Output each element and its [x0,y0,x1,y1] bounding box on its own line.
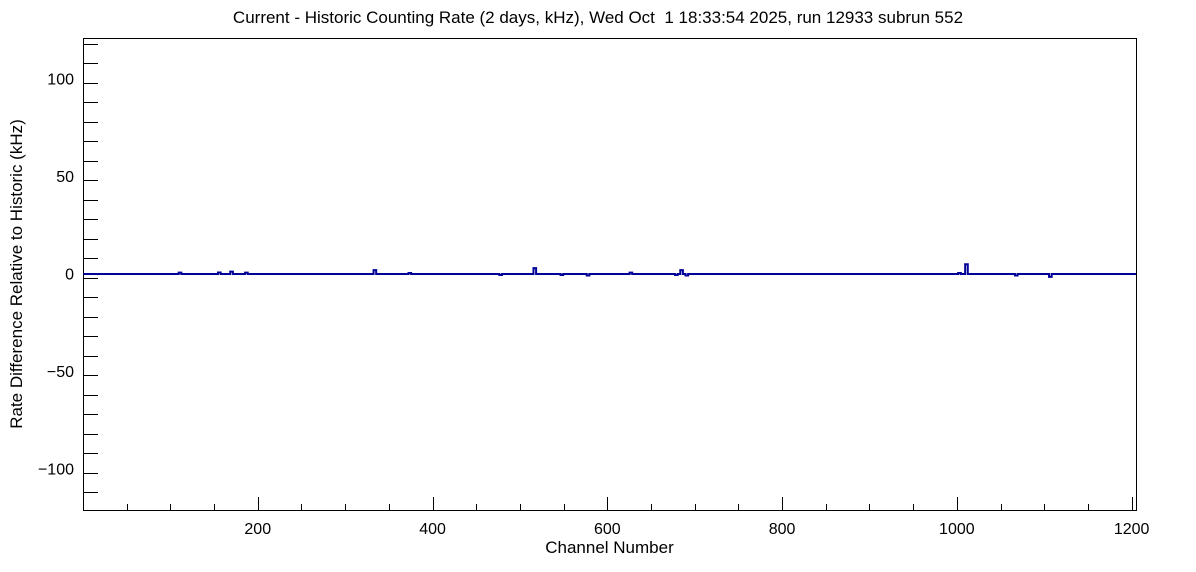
x-axis-title: Channel Number [545,538,674,557]
data-line-rate-difference-current-minus-historic [83,263,1136,278]
x-tick-label-1200: 1200 [1114,521,1150,538]
y-tick-label--100: −100 [38,462,74,479]
y-tick-label-100: 100 [47,71,74,88]
chart-title: Current - Historic Counting Rate (2 days… [232,8,964,27]
x-tick-label-400: 400 [419,521,446,538]
x-tick-label-1000: 1000 [939,521,975,538]
y-tick-label--50: −50 [47,364,74,381]
y-tick-label-0: 0 [65,267,74,284]
x-tick-label-600: 600 [594,521,621,538]
x-tick-label-800: 800 [769,521,796,538]
y-tick-label-50: 50 [56,169,74,186]
y-axis-title: Rate Difference Relative to Historic (kH… [7,119,26,429]
x-tick-label-200: 200 [244,521,271,538]
